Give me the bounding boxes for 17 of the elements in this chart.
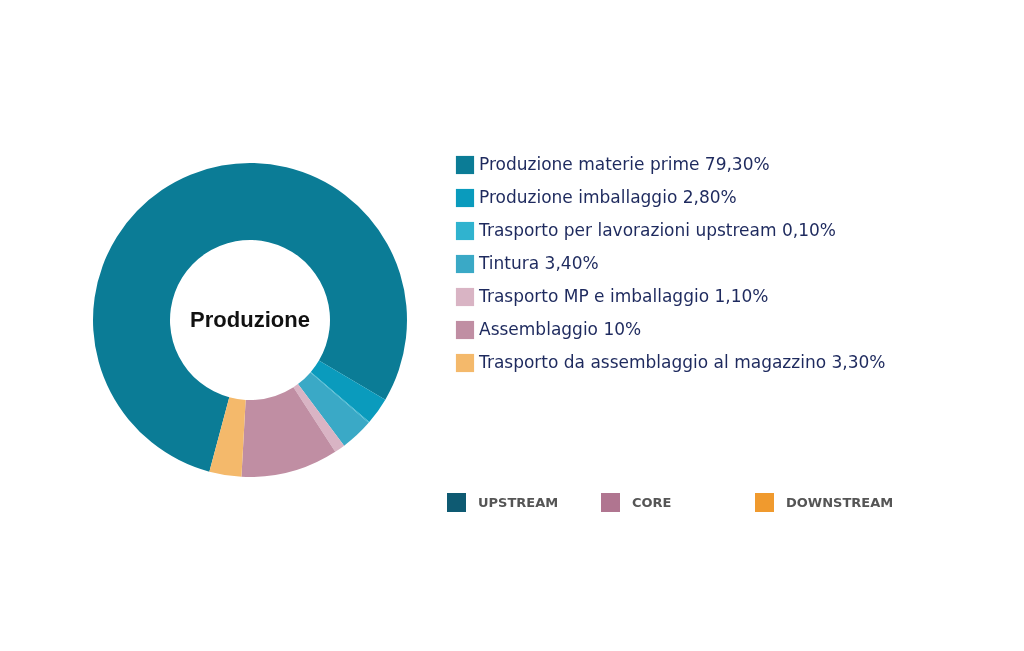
donut-slice [293, 384, 345, 452]
text: CORE [632, 495, 672, 510]
donut-slice [310, 360, 386, 423]
legend-label: Tintura 3,40% [478, 253, 599, 273]
legend-label: Produzione imballaggio 2,80% [479, 187, 737, 207]
text: Produzione [190, 307, 310, 332]
donut-slice [209, 397, 246, 477]
donut-slice [93, 163, 407, 472]
legend-label: Assemblaggio 10% [479, 319, 642, 339]
legend-label: Trasporto MP e imballaggio 1,10% [478, 286, 769, 306]
donut-slice [241, 387, 336, 477]
legend-label: Produzione materie prime 79,30% [479, 154, 770, 174]
donut-slice [297, 372, 369, 446]
legend-label: Trasporto per lavorazioni upstream 0,10% [478, 220, 836, 240]
text: UPSTREAM [478, 495, 559, 510]
legend-label: Trasporto da assemblaggio al magazzino 3,30% [478, 352, 886, 372]
text: DOWNSTREAM [786, 495, 894, 510]
